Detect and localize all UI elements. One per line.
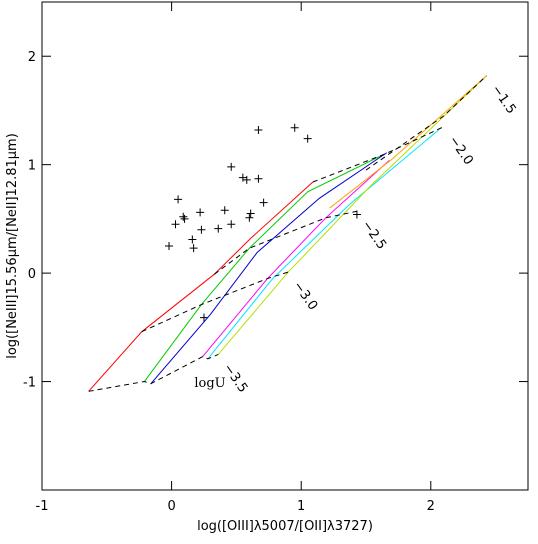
y-tick-label: -1 bbox=[23, 376, 36, 391]
model-line bbox=[88, 181, 314, 392]
contour-label: −3.0 bbox=[290, 279, 320, 313]
x-tick-label: 1 bbox=[297, 499, 305, 514]
model-line bbox=[207, 129, 439, 360]
x-tick-label: 2 bbox=[427, 499, 435, 514]
data-point bbox=[242, 175, 251, 184]
data-point bbox=[245, 213, 254, 222]
x-tick-label: 0 bbox=[167, 499, 175, 514]
data-point bbox=[259, 198, 268, 207]
data-point bbox=[227, 162, 236, 171]
data-point bbox=[220, 206, 229, 215]
data-point bbox=[238, 173, 247, 182]
logu-contour bbox=[312, 126, 444, 183]
logu-contour bbox=[365, 75, 487, 171]
data-point bbox=[179, 212, 188, 221]
data-point bbox=[246, 209, 255, 218]
model-line bbox=[217, 75, 487, 355]
data-point bbox=[197, 225, 206, 234]
data-point bbox=[290, 123, 299, 132]
data-point bbox=[303, 134, 312, 143]
contour-label: −1.5 bbox=[488, 82, 518, 116]
data-point bbox=[196, 208, 205, 217]
model-line bbox=[150, 152, 388, 385]
model-line bbox=[143, 154, 384, 382]
annotation: logU bbox=[194, 376, 225, 391]
contour-label: −2.5 bbox=[359, 218, 389, 252]
contour-label: −2.0 bbox=[445, 133, 475, 167]
y-tick-label: 0 bbox=[28, 267, 36, 282]
data-point bbox=[254, 174, 263, 183]
plot-frame bbox=[41, 1, 529, 491]
data-point bbox=[180, 214, 189, 223]
x-tick-label: -1 bbox=[36, 499, 49, 514]
data-point bbox=[254, 125, 263, 134]
model-line bbox=[202, 159, 390, 357]
y-axis-title: log([NeIII]15.56μm/[NeII]12.81μm) bbox=[5, 133, 20, 359]
y-tick-label: 1 bbox=[28, 159, 36, 174]
data-point bbox=[188, 235, 197, 244]
y-tick-label: 2 bbox=[28, 50, 36, 65]
data-point bbox=[200, 313, 208, 322]
logu-contour bbox=[141, 271, 289, 333]
logu-contour bbox=[214, 210, 358, 275]
data-point bbox=[165, 242, 174, 250]
data-point bbox=[214, 224, 223, 233]
data-point bbox=[352, 210, 361, 219]
x-axis-title: log([OIII]λ5007/[OII]λ3727) bbox=[197, 519, 373, 534]
logu-contour bbox=[88, 353, 219, 392]
data-point bbox=[227, 220, 236, 229]
data-point bbox=[189, 244, 198, 253]
model-line bbox=[329, 75, 487, 209]
data-point bbox=[171, 220, 180, 229]
data-point bbox=[174, 195, 183, 204]
